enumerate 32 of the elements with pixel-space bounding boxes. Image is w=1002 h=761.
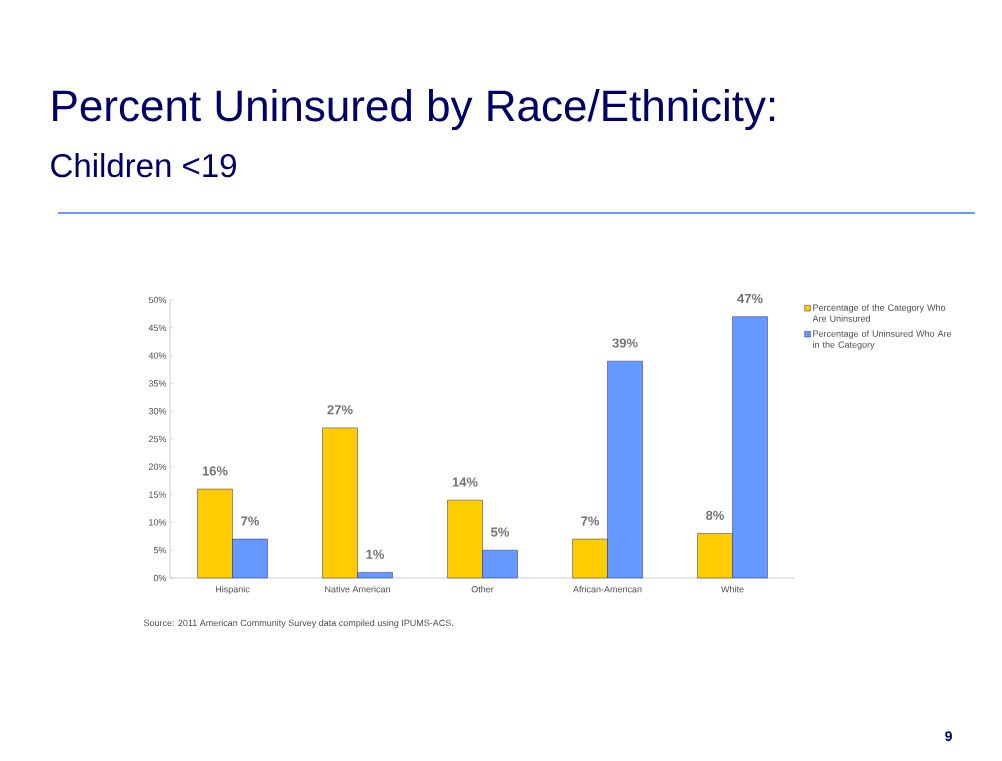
data-label: 8%: [706, 510, 725, 520]
data-label: 47%: [737, 293, 763, 304]
y-tick-label: 45%: [148, 324, 167, 331]
text: 9: [945, 731, 952, 742]
y-tick-label: 20%: [148, 463, 167, 470]
data-label: 39%: [612, 338, 638, 348]
y-tick-label: 30%: [148, 408, 167, 415]
x-tick-label: Native American: [325, 585, 390, 593]
chart-title: Percent Uninsured by Race/Ethnicity:: [53, 89, 775, 131]
y-tick-label: 5%: [153, 547, 167, 554]
y-tick-label: 25%: [148, 435, 167, 443]
y-tick-label: 10%: [149, 519, 167, 526]
data-label: 5%: [491, 527, 510, 537]
data-label: 16%: [202, 466, 228, 476]
y-tick-label: 35%: [148, 380, 167, 387]
x-tick-label: White: [721, 585, 744, 593]
source-note: Source: 2011 American Community Survey data compiled using IPUMS-ACS.: [143, 619, 453, 628]
y-tick-label: 50%: [148, 296, 167, 304]
x-tick-label: Other: [471, 585, 494, 593]
data-label: 7%: [581, 516, 600, 526]
data-label: 14%: [452, 477, 478, 487]
x-tick-label: Hispanic: [215, 585, 250, 595]
legend-label: Percentage of Uninsured Who Are in the Category: [813, 330, 952, 350]
y-tick-label: 40%: [148, 352, 167, 359]
y-tick-label: 15%: [149, 491, 167, 498]
data-label: 27%: [327, 405, 353, 415]
chart-subtitle: Children <19: [51, 153, 236, 178]
x-tick-label: African-American: [573, 585, 642, 593]
data-label: 1%: [366, 549, 385, 559]
data-label: 7%: [241, 516, 260, 526]
y-tick-label: 0%: [153, 574, 167, 582]
legend-label: Percentage of the Category Who Are Uninsured: [812, 304, 946, 322]
